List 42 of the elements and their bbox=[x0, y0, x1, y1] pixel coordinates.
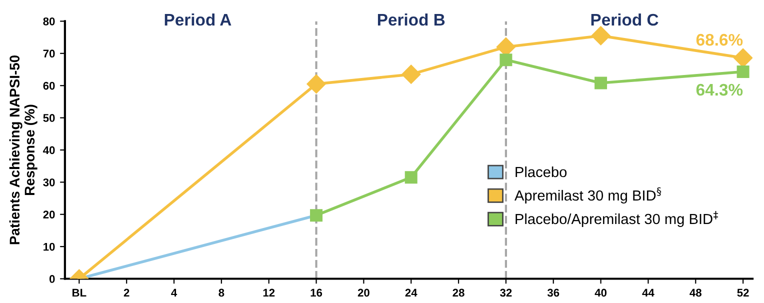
x-tick-label: 12 bbox=[263, 288, 275, 297]
x-tick-label: 24 bbox=[405, 288, 418, 297]
x-tick-label: 20 bbox=[358, 288, 370, 297]
x-tick-label: 36 bbox=[547, 288, 560, 297]
point bbox=[591, 26, 610, 46]
point bbox=[736, 66, 750, 78]
x-tick-label: 4 bbox=[171, 288, 178, 297]
y-tick-label: 60 bbox=[43, 82, 55, 90]
annotation: Period C bbox=[591, 13, 658, 26]
point bbox=[306, 74, 326, 94]
legend-label: Placebo bbox=[516, 166, 567, 178]
x-tick-label: 2 bbox=[124, 288, 130, 297]
x-tick-label: 32 bbox=[500, 288, 512, 297]
point bbox=[734, 48, 753, 68]
x-tick-label: 16 bbox=[310, 288, 322, 297]
data-label: 68.6% bbox=[696, 34, 743, 46]
x-tick-label: 44 bbox=[642, 288, 654, 297]
annotation: Period B bbox=[378, 13, 445, 26]
annotation: Period A bbox=[164, 13, 232, 26]
x-tick-label: 28 bbox=[452, 288, 464, 297]
y-tick-label: 50 bbox=[43, 114, 55, 122]
x-tick-label: BL bbox=[72, 288, 86, 297]
legend-label: Apremilast 30 mg BID$^{§}$ bbox=[514, 187, 662, 204]
y-tick-label: 70 bbox=[43, 50, 55, 58]
point bbox=[594, 76, 608, 90]
point bbox=[404, 171, 418, 184]
legend-label: Placebo/Apremilast 30 mg BID$^{‡}$ bbox=[516, 210, 718, 228]
data-label: 64.3% bbox=[696, 84, 743, 96]
y-tick-label: 10 bbox=[44, 242, 55, 251]
x-tick-label: 40 bbox=[594, 288, 607, 297]
x-tick-label: 52 bbox=[737, 288, 749, 297]
point bbox=[402, 64, 421, 84]
y-tick-label: 20 bbox=[43, 210, 55, 219]
y-tick-label: 40 bbox=[43, 146, 55, 154]
y-tick-label: 30 bbox=[43, 178, 55, 186]
point bbox=[500, 54, 512, 66]
x-tick-label: 48 bbox=[690, 288, 702, 297]
y-axis-title: Patients Achieving NAPSI-50 Response (%) bbox=[9, 55, 38, 244]
y-tick-label: 0 bbox=[49, 275, 55, 283]
point bbox=[310, 209, 323, 222]
y-tick-label: 80 bbox=[43, 17, 55, 26]
x-tick-label: 8 bbox=[218, 288, 224, 297]
